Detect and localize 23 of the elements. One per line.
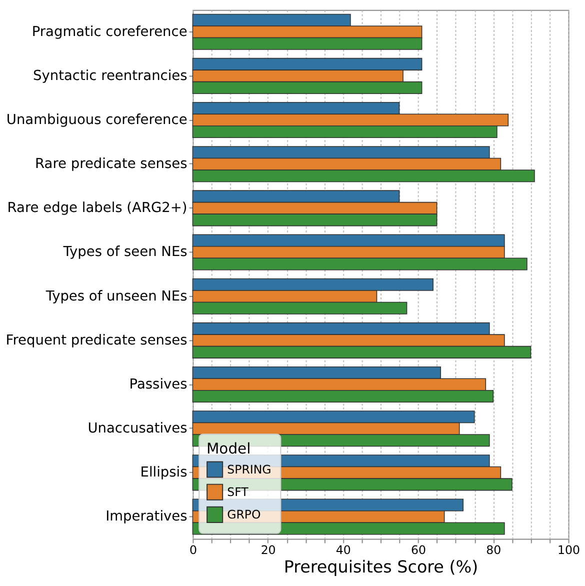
y-tick-label: Pragmatic coreference [32,24,188,40]
y-tick-label: Frequent predicate senses [6,332,188,348]
legend-label: SPRING [227,462,272,476]
legend-title: Model [206,440,251,458]
x-tick-label: 100 [558,543,580,558]
y-tick-label: Syntactic reentrancies [33,68,188,84]
x-tick-label: 0 [189,543,197,558]
y-tick-label: Rare predicate senses [35,156,188,172]
x-tick-label: 40 [336,543,351,558]
y-tick-label: Unaccusatives [88,420,188,437]
y-tick-label: Types of seen NEs [62,244,188,260]
legend-label: GRPO [227,508,261,522]
y-tick-label: Types of unseen NEs [44,288,188,304]
x-tick-label: 20 [260,543,276,558]
y-tick-label: Ellipsis [140,464,188,481]
y-tick-label: Imperatives [106,508,188,525]
y-tick-label: Rare edge labels (ARG2+) [7,200,188,216]
y-tick-label: Unambiguous coreference [6,112,188,128]
x-tick-label: 60 [411,543,426,558]
x-tick-label: 80 [486,543,502,558]
legend-label: SFT [227,485,250,500]
y-tick-label: Passives [129,376,188,392]
x-axis-title: Prerequisites Score (%) [284,556,478,577]
